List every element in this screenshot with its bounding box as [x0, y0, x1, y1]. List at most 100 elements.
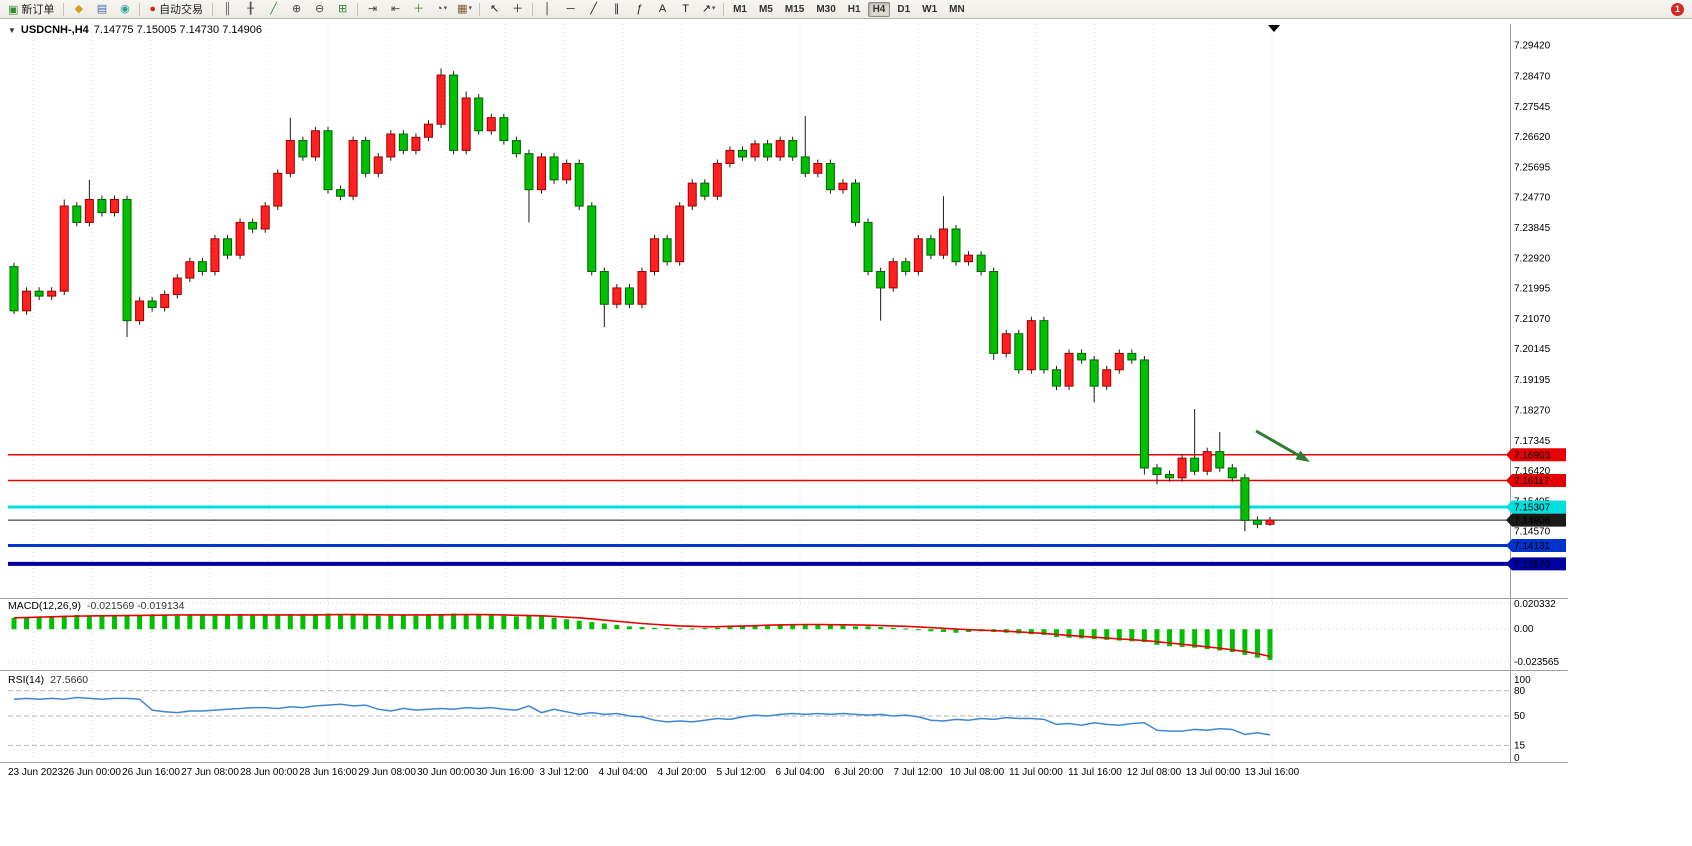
annotation-arrow[interactable] [1255, 429, 1299, 457]
macd-histogram-bar [1079, 629, 1085, 639]
channel-icon[interactable]: ∥ [606, 0, 627, 18]
macd-histogram-bar [49, 616, 55, 630]
macd-histogram-bar [225, 614, 231, 630]
macd-histogram-bar [752, 625, 758, 630]
candle [323, 130, 333, 191]
annotation-arrow-head[interactable] [1295, 450, 1310, 462]
macd-histogram-bar [425, 614, 431, 630]
market-watch-icon: ◆ [74, 3, 84, 15]
timeframe-d1[interactable]: D1 [897, 3, 911, 15]
candle [1202, 451, 1212, 472]
new-order-button[interactable]: ▣ 新订单 [3, 0, 59, 18]
candle [725, 149, 735, 164]
candle [562, 162, 572, 181]
candle [461, 97, 471, 151]
macd-histogram-bar [915, 629, 921, 631]
fibonacci-icon: ƒ [636, 3, 643, 15]
macd-histogram-bar [237, 614, 243, 630]
horizontal-line-icon[interactable]: ─ [560, 0, 581, 18]
candle [1252, 519, 1262, 525]
auto-scroll-icon[interactable]: ⇥ [362, 0, 383, 18]
candle [386, 133, 396, 158]
date-axis-label: 6 Jul 04:00 [776, 767, 825, 778]
macd-histogram-bar [463, 614, 469, 630]
new-order-button: ▣ [8, 3, 19, 16]
timeframe-m30[interactable]: M30 [816, 3, 836, 15]
periods-icon[interactable]: ◔ ▾ [431, 0, 452, 18]
chart-shift-marker[interactable] [1268, 25, 1280, 32]
autotrading-button[interactable]: ● 自动交易 [144, 0, 208, 18]
candle [47, 290, 57, 297]
indicators-icon[interactable]: ＋ [408, 0, 429, 18]
text-icon[interactable]: A [652, 0, 673, 18]
bar-chart-icon[interactable]: ║ [217, 0, 238, 18]
candlestick-chart-icon[interactable]: ╂ [240, 0, 261, 18]
candle [938, 228, 948, 256]
candle [876, 271, 886, 289]
label-icon[interactable]: T [675, 0, 696, 18]
collapse-ohlc-icon[interactable]: ▼ [8, 25, 16, 35]
macd-histogram-bar [1254, 629, 1260, 658]
timeframe-m15[interactable]: M15 [784, 3, 805, 15]
macd-histogram-bar [702, 628, 708, 630]
rsi-axis-label: 50 [1514, 711, 1526, 722]
candle [1039, 320, 1049, 371]
macd-histogram-bar [790, 624, 796, 630]
timeframe-h1[interactable]: H1 [847, 3, 861, 15]
templates-icon[interactable]: ▦ ▾ [454, 0, 475, 18]
candle [273, 172, 283, 207]
rsi-axis-label: 100 [1514, 675, 1531, 686]
timeframe-h4[interactable]: H4 [867, 1, 891, 17]
price-badge-7.14906 [1506, 513, 1566, 527]
market-watch-icon[interactable]: ◆ [68, 0, 89, 18]
macd-histogram-bar [476, 614, 482, 630]
vertical-line-icon[interactable]: │ [537, 0, 558, 18]
fibonacci-icon[interactable]: ƒ [629, 0, 650, 18]
zoom-in-icon[interactable]: ⊕ [286, 0, 307, 18]
text-icon: A [658, 3, 667, 15]
arrows-icon[interactable]: ↗ ▾ [698, 0, 719, 18]
alert-icon[interactable]: 1 [1671, 2, 1684, 16]
data-window-icon[interactable]: ▤ [91, 0, 112, 18]
price-axis-label: 7.25695 [1514, 162, 1551, 173]
candle [574, 162, 584, 207]
candle [989, 271, 999, 354]
candle [22, 290, 32, 312]
trendline-icon[interactable]: ╱ [583, 0, 604, 18]
timeframe-w1[interactable]: W1 [922, 3, 938, 15]
timeframe-m1[interactable]: M1 [733, 3, 747, 15]
candle [700, 182, 710, 197]
timeframe-mn[interactable]: MN [949, 3, 965, 15]
candle [1190, 457, 1200, 472]
navigator-icon[interactable]: ◉ [114, 0, 135, 18]
line-chart-icon[interactable]: ╱ [263, 0, 284, 18]
date-axis-label: 5 Jul 12:00 [717, 767, 766, 778]
candle [336, 189, 346, 197]
date-axis-label: 4 Jul 20:00 [658, 767, 707, 778]
macd-histogram-bar [338, 614, 344, 630]
tile-windows-icon[interactable]: ⊞ [332, 0, 353, 18]
macd-histogram-bar [74, 614, 80, 630]
date-axis-label: 7 Jul 12:00 [894, 767, 943, 778]
zoom-out-icon[interactable]: ⊖ [309, 0, 330, 18]
macd-histogram-bar [162, 614, 168, 630]
candle [373, 156, 383, 174]
macd-histogram-bar [1192, 629, 1198, 648]
date-axis-label: 11 Jul 16:00 [1068, 767, 1122, 778]
crosshair-icon[interactable]: ＋ [507, 0, 528, 18]
macd-histogram-bar [966, 629, 972, 633]
candle [1114, 352, 1124, 371]
macd-histogram-bar [739, 626, 745, 630]
label-icon: T [682, 3, 689, 15]
candle [235, 221, 245, 256]
macd-values: -0.021569 -0.019134 [86, 600, 185, 612]
timeframe-m5[interactable]: M5 [758, 3, 773, 15]
vertical-line-icon: │ [544, 3, 551, 15]
macd-histogram-bar [601, 623, 607, 630]
candle [348, 140, 358, 197]
macd-histogram-bar [111, 615, 117, 630]
chart-shift-icon[interactable]: ⇤ [385, 0, 406, 18]
cursor-icon[interactable]: ↖ [484, 0, 505, 18]
rsi-line [13, 696, 1271, 736]
